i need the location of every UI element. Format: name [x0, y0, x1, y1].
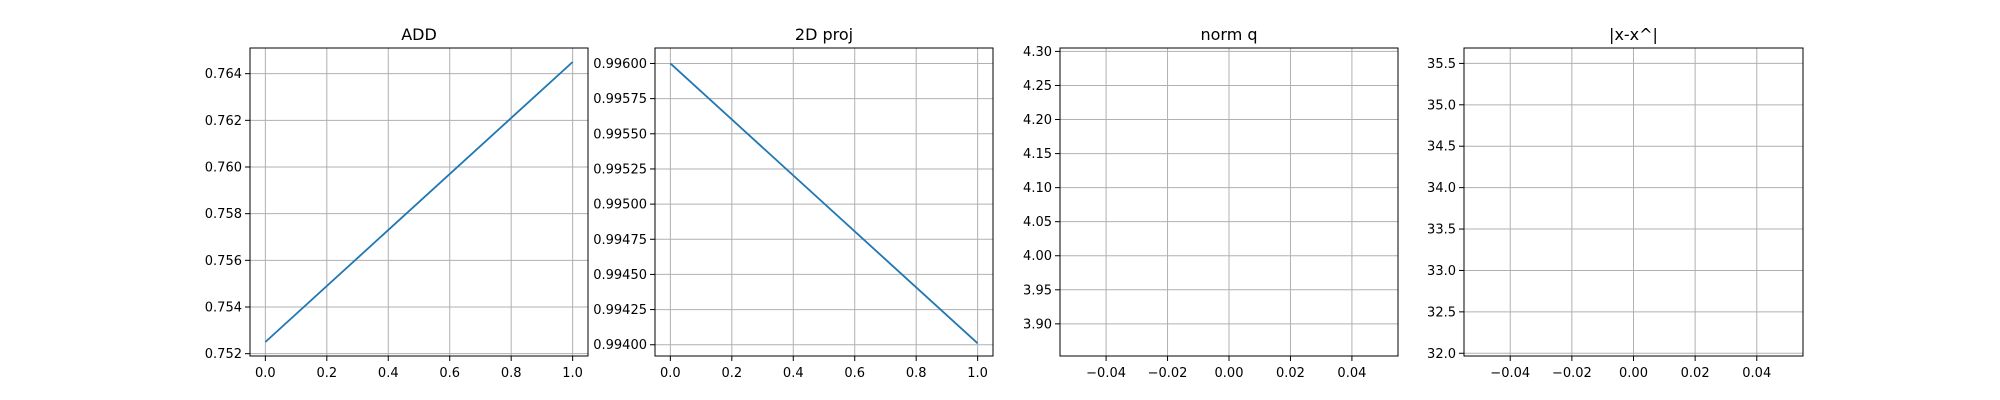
y-tick-label: 35.5: [1427, 57, 1456, 72]
subplot-title: ADD: [401, 25, 437, 44]
y-tick-label: 0.760: [205, 161, 242, 176]
x-tick-label: 0.02: [1276, 366, 1305, 381]
x-tick-label: 0.4: [783, 366, 804, 381]
y-tick-label: 0.99475: [593, 233, 647, 248]
y-tick-label: 4.30: [1023, 45, 1052, 60]
x-tick-label: 0.00: [1619, 366, 1648, 381]
x-tick-label: 0.04: [1337, 366, 1366, 381]
y-tick-label: 4.20: [1023, 113, 1052, 128]
y-tick-label: 3.90: [1023, 317, 1052, 332]
y-tick-label: 0.99600: [593, 57, 647, 72]
x-tick-label: 0.2: [721, 366, 742, 381]
series-line: [264, 61, 574, 343]
grid-layer: [250, 48, 588, 356]
x-tick-label: 0.8: [501, 366, 522, 381]
series-layer: [669, 62, 979, 345]
x-tick-label: 0.0: [660, 366, 681, 381]
y-tick-label: 0.99550: [593, 127, 647, 142]
y-tick-label: 4.00: [1023, 249, 1052, 264]
y-tick-label: 34.0: [1427, 181, 1456, 196]
series-line: [669, 62, 979, 345]
y-tick-label: 0.99525: [593, 162, 647, 177]
x-tick-label: 0.6: [844, 366, 865, 381]
ticks-layer: 0.0 0.2 0.4 0.6 0.8 1.0 0.99400 0.99425 0.99450 0…: [593, 57, 988, 381]
y-tick-label: 34.5: [1427, 140, 1456, 155]
y-tick-label: 33.0: [1427, 264, 1456, 279]
x-tick-label: −0.04: [1086, 366, 1126, 381]
y-tick-label: 0.99575: [593, 92, 647, 107]
y-tick-label: 4.10: [1023, 181, 1052, 196]
series-layer: [264, 61, 574, 343]
subplot-title: norm q: [1200, 25, 1257, 44]
x-tick-label: 0.04: [1742, 366, 1771, 381]
x-tick-label: 0.02: [1681, 366, 1710, 381]
ticks-layer: −0.04 −0.02 0.00 0.02 0.04 3.90 3.95 4.00 4.05 4.…: [1023, 45, 1366, 381]
axes-frame: [249, 47, 589, 357]
y-tick-label: 3.95: [1023, 283, 1052, 298]
x-tick-label: 0.8: [906, 366, 927, 381]
y-tick-label: 4.05: [1023, 215, 1052, 230]
x-tick-label: −0.02: [1148, 366, 1188, 381]
grid-layer: [655, 48, 993, 356]
y-tick-label: 0.758: [205, 207, 242, 222]
subplot-2d-proj: 0.0 0.2 0.4 0.6 0.8 1.0 0.99400 0.99425 0.99450 0…: [593, 25, 994, 381]
grid-layer: [1060, 48, 1398, 356]
y-tick-label: 35.0: [1427, 98, 1456, 113]
x-tick-label: −0.02: [1552, 366, 1592, 381]
y-tick-label: 4.25: [1023, 79, 1052, 94]
subplot-x-error: −0.04 −0.02 0.00 0.02 0.04 32.0 32.5 33.0 33.5 34…: [1427, 25, 1804, 381]
y-tick-label: 33.5: [1427, 223, 1456, 238]
y-tick-label: 0.99500: [593, 198, 647, 213]
y-tick-label: 0.764: [205, 67, 242, 82]
y-tick-label: 32.5: [1427, 305, 1456, 320]
subplot-norm-q: −0.04 −0.02 0.00 0.02 0.04 3.90 3.95 4.00 4.05 4.…: [1023, 25, 1399, 381]
axes-frame: [654, 47, 994, 357]
x-tick-label: 0.00: [1215, 366, 1244, 381]
x-tick-label: 0.0: [255, 366, 276, 381]
y-tick-label: 0.99425: [593, 303, 647, 318]
x-tick-label: 0.2: [316, 366, 337, 381]
y-tick-label: 0.99400: [593, 338, 647, 353]
y-tick-label: 0.752: [205, 347, 242, 362]
subplot-title: 2D proj: [795, 25, 853, 44]
x-tick-label: 0.6: [439, 366, 460, 381]
y-tick-label: 0.99450: [593, 268, 647, 283]
subplot-title: |x-x^|: [1609, 25, 1658, 44]
y-tick-label: 0.754: [205, 301, 242, 316]
x-tick-label: −0.04: [1490, 366, 1530, 381]
ticks-layer: −0.04 −0.02 0.00 0.02 0.04 32.0 32.5 33.0 33.5 34…: [1427, 57, 1771, 381]
y-tick-label: 0.756: [205, 254, 242, 269]
subplot-add: 0.0 0.2 0.4 0.6 0.8 1.0 0.752 0.754 0.756 0.758 0.…: [205, 25, 589, 381]
y-tick-label: 4.15: [1023, 147, 1052, 162]
y-tick-label: 32.0: [1427, 347, 1456, 362]
grid-layer: [1464, 48, 1803, 356]
x-tick-label: 1.0: [967, 366, 988, 381]
y-tick-label: 0.762: [205, 114, 242, 129]
ticks-layer: 0.0 0.2 0.4 0.6 0.8 1.0 0.752 0.754 0.756 0.758 0.…: [205, 67, 583, 381]
x-tick-label: 1.0: [562, 366, 583, 381]
x-tick-label: 0.4: [378, 366, 399, 381]
